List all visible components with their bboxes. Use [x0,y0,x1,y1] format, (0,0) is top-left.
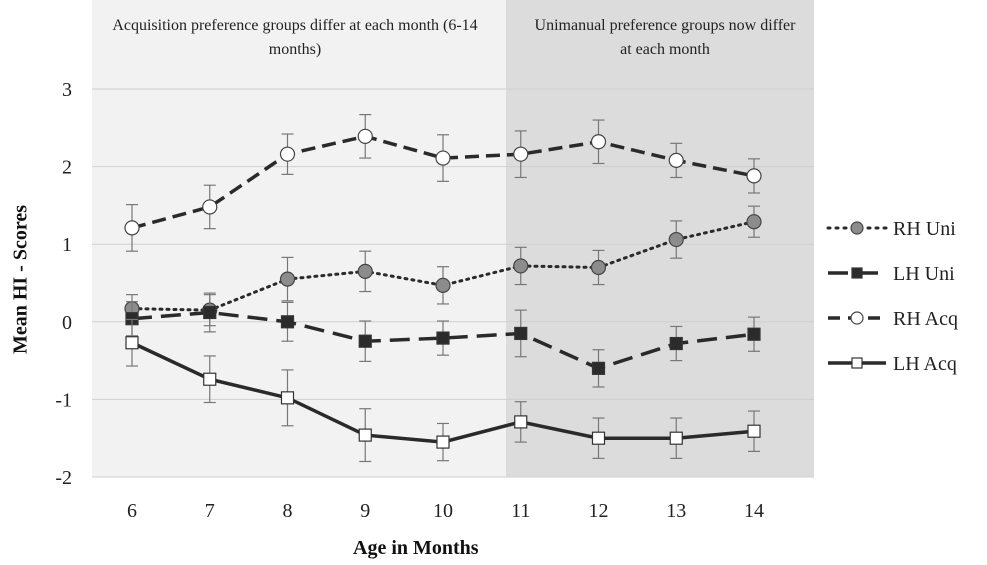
marker [203,305,217,320]
marker [357,128,373,144]
marker [514,415,528,429]
marker [358,334,372,348]
marker [202,199,218,215]
marker [279,146,296,162]
x-tick-label: 7 [205,500,215,522]
x-tick-label: 11 [511,500,530,522]
marker [669,336,683,351]
series-group [124,114,762,463]
marker [668,152,684,168]
x-tick-label: 6 [127,500,137,522]
x-tick-label: 10 [433,500,453,522]
x-tick-label: 13 [666,500,686,522]
y-tick-label: 0 [62,312,72,334]
y-tick-label: 3 [62,79,72,101]
series-lh-acq [125,318,761,463]
marker [280,391,295,405]
legend-label: RH Acq [893,308,958,330]
marker [851,267,863,279]
marker [514,326,528,341]
marker [513,146,529,162]
marker [669,431,683,445]
y-tick-label: 2 [62,157,72,179]
marker [436,435,450,449]
unimanual-annotation: Unimanual preference groups now differ a… [534,17,796,58]
legend-label: RH Uni [893,218,956,240]
marker [358,428,372,442]
legend-item: RH Acq [828,308,958,330]
x-tick-label: 14 [744,500,764,522]
y-axis-ticks: -2 -1 0 1 2 3 [55,79,72,489]
grid-lines [92,88,814,478]
marker [357,263,373,279]
series-line [131,310,755,371]
x-tick-label: 9 [360,500,370,522]
legend-label: LH Uni [893,263,955,285]
marker [280,315,295,329]
marker [124,220,140,236]
marker [590,134,607,150]
marker [746,214,762,230]
legend-item: LH Uni [828,263,955,285]
marker [435,150,451,166]
marker [850,311,864,325]
marker [747,424,761,438]
series-rh-acq [124,114,762,252]
marker [279,271,296,287]
marker [435,277,451,293]
legend-item: LH Acq [828,353,957,375]
acquisition-region-background [92,0,506,477]
y-axis-label: Mean HI - Scores [9,204,32,355]
marker [513,258,529,274]
marker [203,372,217,386]
marker [436,331,450,345]
y-tick-label: -2 [55,467,72,489]
marker [590,259,607,276]
marker [850,221,864,235]
series-lh-uni [125,292,761,388]
acquisition-annotation: Acquisition preference groups differ at … [112,17,478,58]
y-tick-label: 1 [62,234,72,256]
legend-label: LH Acq [893,353,957,375]
x-tick-label: 8 [283,500,293,522]
series-line [131,134,755,230]
legend-item: RH Uni [826,218,956,240]
marker [747,327,761,341]
series-line [130,220,756,312]
marker [746,168,762,184]
unimanual-region-background [506,0,814,477]
x-axis-label: Age in Months [353,537,479,559]
x-axis-ticks: 6 7 8 9 10 11 12 13 14 [127,500,764,522]
marker [125,336,139,350]
marker [591,431,606,445]
legend: RH Uni LH Uni RH Acq LH Acq [826,218,958,375]
y-tick-label: -1 [55,389,72,411]
marker [851,357,863,369]
x-tick-label: 12 [589,500,609,522]
marker [591,361,606,375]
marker [668,231,684,248]
